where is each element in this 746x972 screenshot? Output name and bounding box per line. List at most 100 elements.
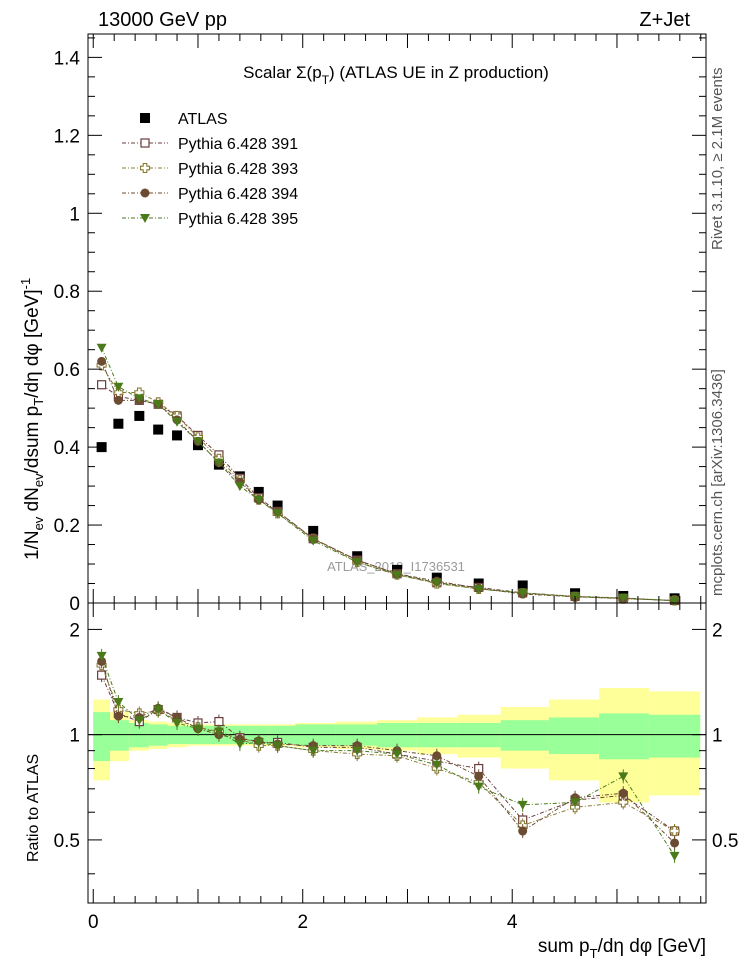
header-left: 13000 GeV pp [98,9,227,31]
y-tick-label: 0.2 [54,516,80,537]
point-atlas [134,410,145,421]
point-pythia-6-428-394 [97,356,107,366]
point-atlas [113,418,124,429]
point-pythia-6-428-395 [618,593,629,603]
legend: ATLAS Pythia 6.428 391 Pythia 6.428 393 Pyt… [122,111,298,228]
point-pythia-6-428-395 [113,382,124,392]
ratio-point-pythia-6-428-395 [352,746,363,756]
legend-marker-pythia-6-428-393 [139,162,151,174]
legend-marker-pythia-6-428-391 [140,138,150,148]
x-tick-label: 0 [88,912,99,933]
side-label-bottom: mcplots.cern.ch [arXiv:1306.3436] [709,369,726,596]
point-pythia-6-428-395 [192,437,203,447]
point-pythia-6-428-395 [96,343,107,353]
ratio-point-pythia-6-428-395 [96,651,107,661]
y-tick-label: 0.4 [54,438,81,459]
point-pythia-6-428-395 [253,495,264,505]
ratio-frame [87,602,707,904]
point-pythia-6-428-395 [172,417,183,427]
y-tick-label: 0 [69,594,80,615]
ratio-point-pythia-6-428-395 [570,798,581,808]
side-label-top: Rivet 3.1.10, ≥ 2.1M events [709,68,726,251]
ratio-point-pythia-6-428-393 [618,797,629,808]
legend-label-atlas: ATLAS [178,111,228,128]
ratio-band-inner [93,712,110,762]
ratio-point-pythia-6-428-395 [113,697,124,707]
point-pythia-6-428-394 [113,395,123,405]
ratio-point-pythia-6-428-394 [618,788,628,798]
ratio-point-pythia-6-428-395 [517,800,528,810]
ratio-point-pythia-6-428-395 [473,782,484,792]
ratio-band-inner [599,713,649,760]
point-pythia-6-428-395 [669,596,680,606]
y-axis-label: 1/Nev dNev/dsum pT/dη dφ [GeV]-1 [18,278,46,560]
ratio-y-tick-label-right: 2 [712,620,723,641]
point-pythia-6-428-395 [431,578,442,588]
ratio-point-pythia-6-428-395 [272,741,283,751]
point-pythia-6-428-395 [134,394,145,404]
ratio-point-pythia-6-428-395 [134,716,145,726]
ratio-data-marks [96,648,680,863]
point-pythia-6-428-395 [473,584,484,594]
point-atlas [172,430,183,441]
point-pythia-6-428-395 [392,570,402,580]
axes: 0 0.2 0.4 0.6 0.8 1 1.2 1.4 0 2 4 0.5 0.5 1 1 2 2 [54,33,738,933]
point-atlas [272,500,283,511]
ratio-point-pythia-6-428-395 [431,760,442,770]
point-atlas [253,486,264,497]
ratio-point-pythia-6-428-395 [172,718,183,728]
ratio-point-pythia-6-428-391 [214,716,224,727]
ratio-y-tick-label-right: 1 [712,726,723,747]
legend-label-pythia-6-428-394: Pythia 6.428 394 [178,186,298,203]
ratio-point-pythia-6-428-394 [432,751,442,761]
ratio-point-pythia-6-428-395 [192,724,203,734]
ratio-point-pythia-6-428-391 [97,670,107,680]
ratio-point-pythia-6-428-395 [253,738,264,748]
ratio-point-pythia-6-428-395 [153,705,164,715]
legend-label-pythia-6-428-395: Pythia 6.428 395 [178,211,298,228]
point-pythia-6-428-391 [97,380,107,390]
ratio-point-pythia-6-428-395 [669,851,680,861]
x-tick-label: 4 [507,912,518,933]
point-pythia-6-428-395 [272,509,283,519]
point-pythia-6-428-395 [213,458,224,468]
ratio-band-inner [500,720,549,751]
y-tick-label: 1 [69,204,80,225]
point-atlas [153,424,164,435]
ratio-y-tick-label: 2 [69,620,80,641]
ratio-y-tick-label: 0.5 [54,831,80,852]
ratio-point-pythia-6-428-395 [392,750,402,760]
legend-label-pythia-6-428-393: Pythia 6.428 393 [178,161,298,178]
ratio-y-tick-label: 1 [69,726,80,747]
ratio-band-inner [109,720,129,751]
y-tick-label: 1.4 [54,48,81,69]
ratio-band-inner [548,717,600,755]
ratio-point-pythia-6-428-395 [618,772,629,782]
ratio-point-pythia-6-428-394 [670,838,680,848]
ratio-point-pythia-6-428-394 [113,711,123,721]
point-pythia-6-428-395 [234,482,245,492]
legend-marker-atlas [140,113,150,123]
ratio-y-tick-label-right: 0.5 [712,831,738,852]
point-pythia-6-428-395 [153,400,164,410]
legend-marker-pythia-6-428-395 [140,214,150,223]
upper-data-marks [96,343,680,606]
point-pythia-6-428-395 [517,588,528,598]
ratio-point-pythia-6-428-395 [308,746,319,756]
point-pythia-6-428-395 [308,536,319,546]
y-tick-label: 1.2 [54,126,80,147]
ratio-point-pythia-6-428-393 [669,826,680,837]
point-atlas [517,580,528,591]
legend-marker-pythia-6-428-394 [140,188,150,198]
legend-label-pythia-6-428-391: Pythia 6.428 391 [178,136,298,153]
point-atlas [308,525,319,536]
ratio-band-inner [648,714,701,758]
y-tick-label: 0.6 [54,360,80,381]
point-pythia-6-428-395 [352,558,363,568]
ratio-y-axis-label: Ratio to ATLAS [25,754,42,862]
x-axis-label: sum pT/dη dφ [GeV] [538,936,706,961]
ratio-point-pythia-6-428-394 [518,826,528,836]
ratio-point-pythia-6-428-394 [474,771,484,781]
